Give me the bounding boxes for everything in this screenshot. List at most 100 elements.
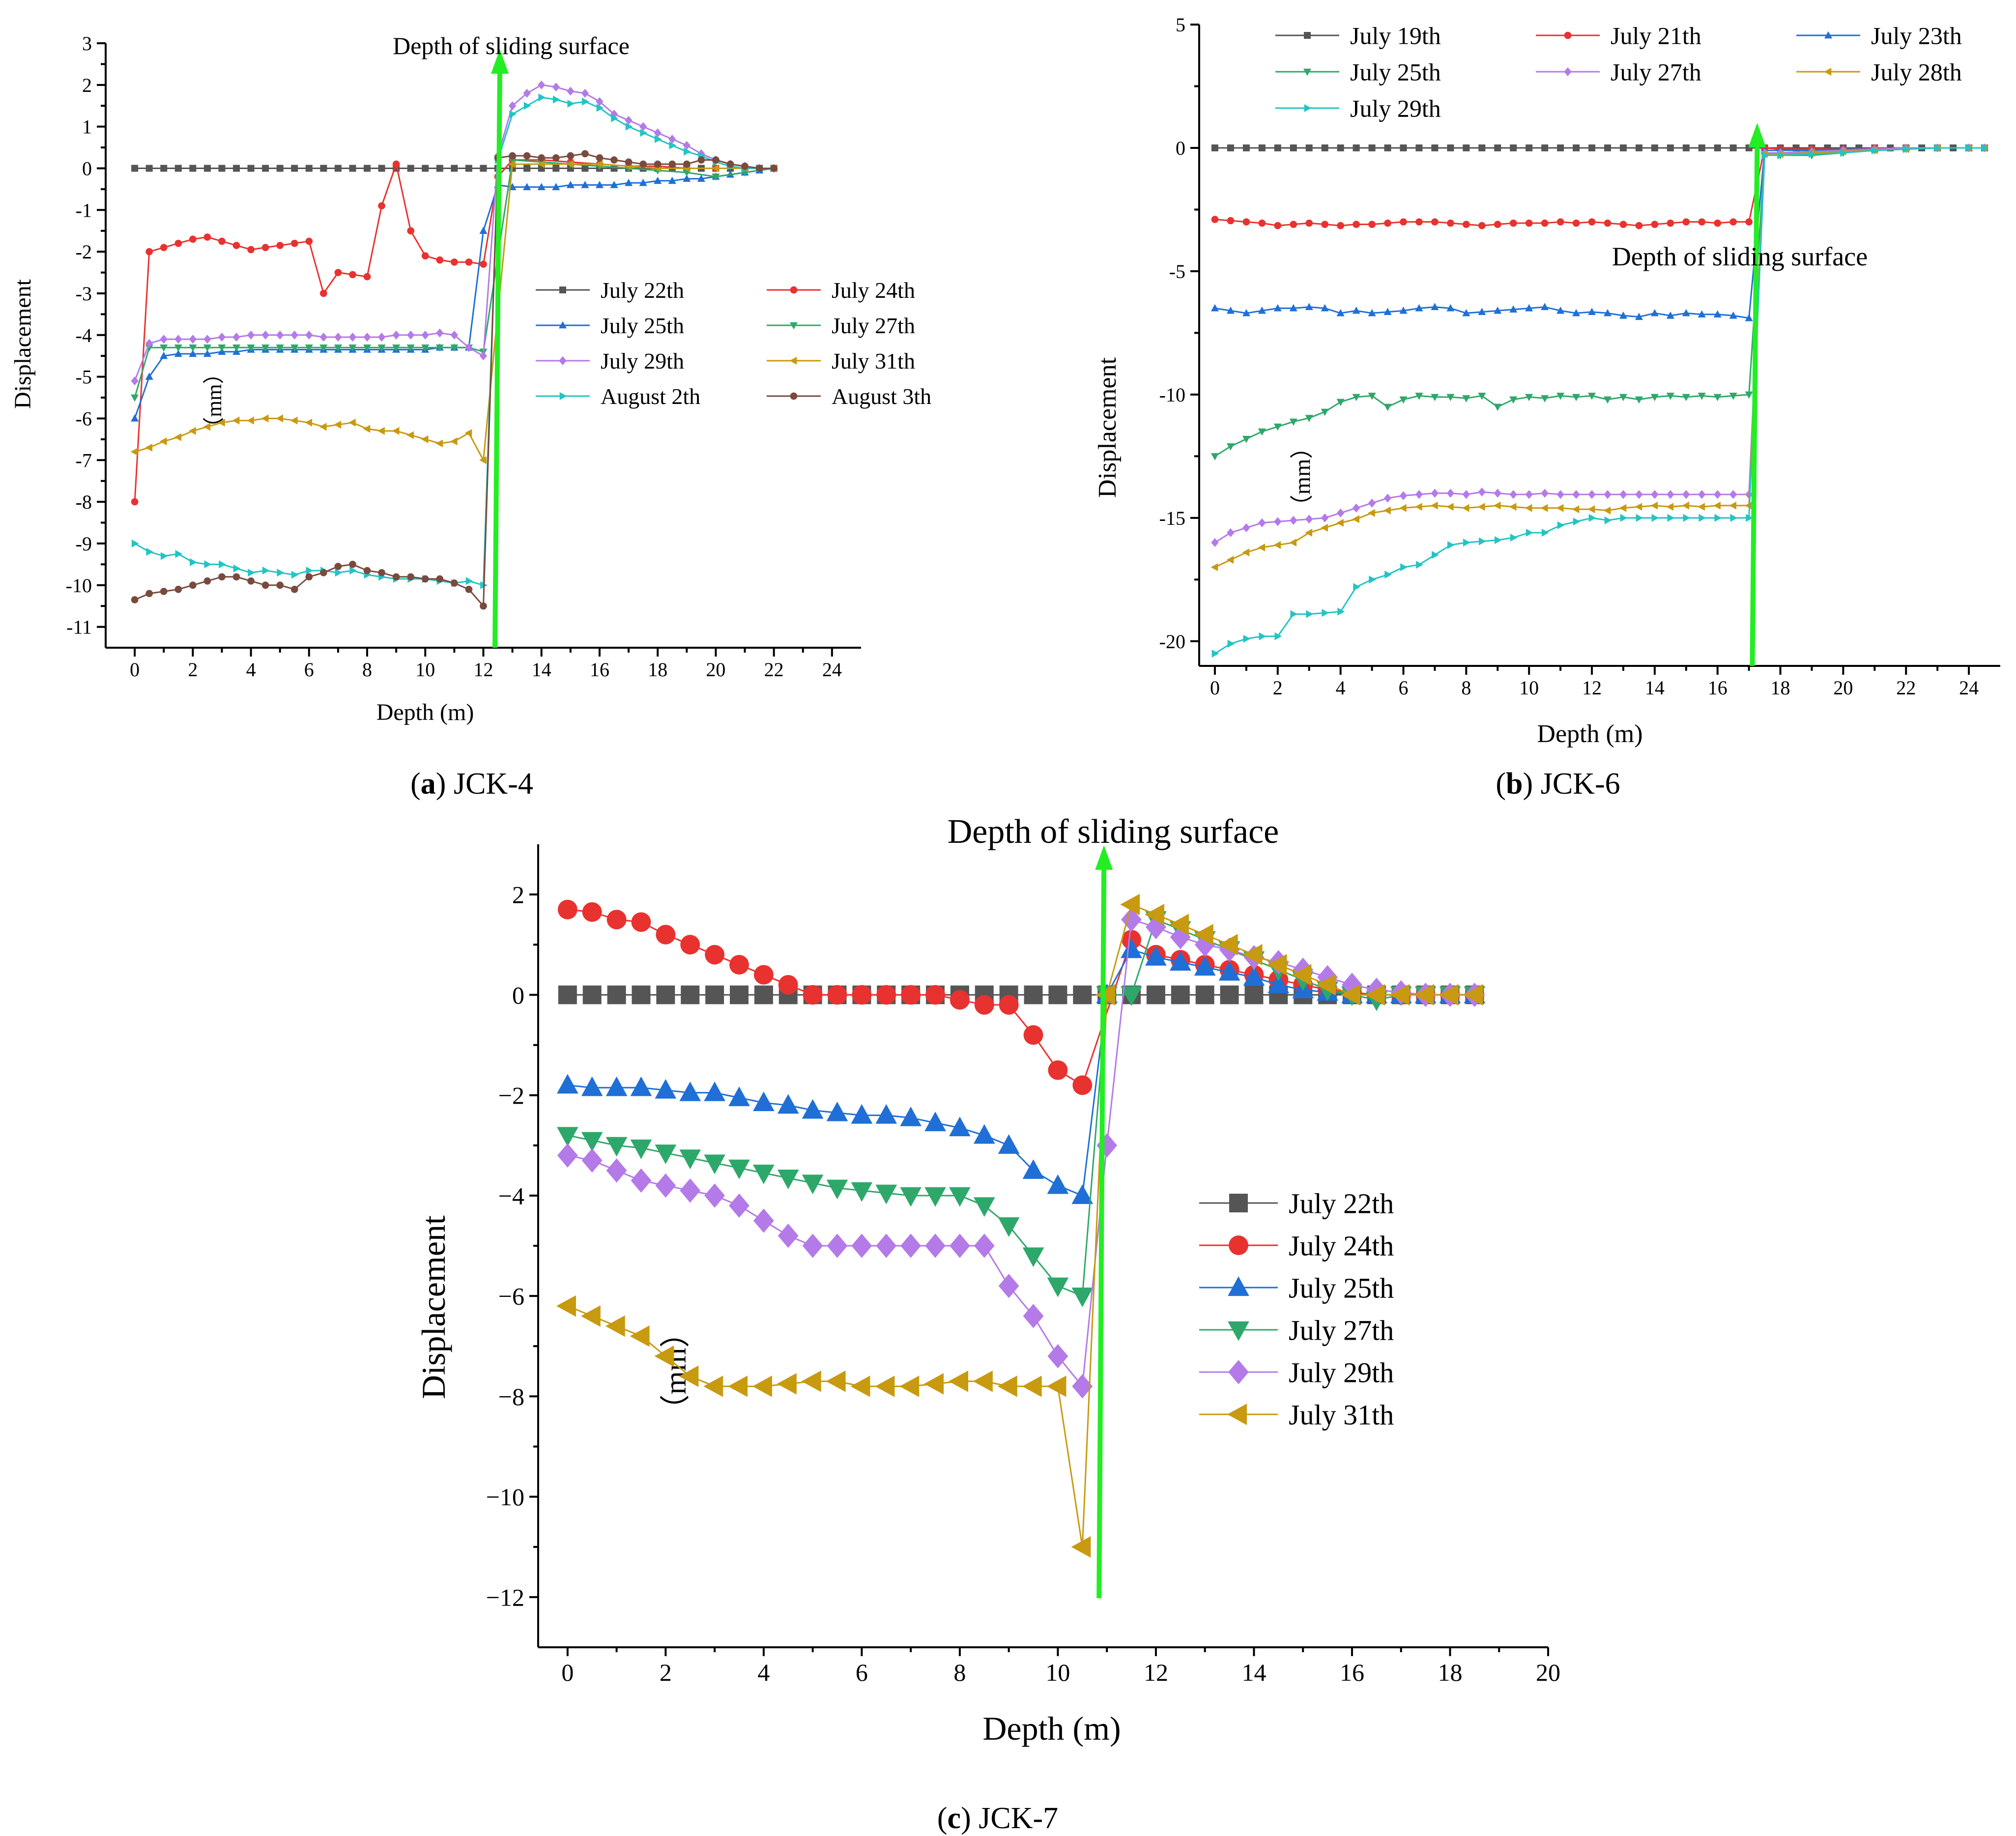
x-tick-label: 22: [764, 659, 784, 681]
data-point: [1509, 305, 1518, 313]
data-point: [1494, 403, 1502, 411]
data-point: [131, 596, 139, 603]
data-point: [1447, 144, 1454, 151]
data-point: [203, 233, 211, 241]
data-point: [1290, 221, 1297, 228]
data-point: [1274, 517, 1282, 526]
data-point: [851, 1182, 873, 1202]
data-point: [1352, 394, 1360, 402]
legend-marker: [1304, 32, 1311, 39]
data-point: [1071, 1536, 1091, 1558]
x-tick-label: 20: [1536, 1659, 1560, 1686]
data-point: [679, 1149, 701, 1170]
data-point: [1572, 505, 1580, 514]
x-tick-label: 6: [304, 659, 314, 681]
series-line: [1214, 147, 1985, 457]
data-point: [1273, 541, 1281, 549]
data-point: [1431, 501, 1438, 510]
data-point: [1352, 515, 1359, 523]
data-point: [1556, 393, 1565, 400]
data-point: [631, 912, 651, 932]
data-point: [1635, 490, 1643, 499]
legend-label: July 29th: [1350, 95, 1441, 122]
data-point: [552, 183, 560, 190]
data-point: [973, 1197, 995, 1217]
data-point: [1322, 609, 1329, 617]
data-point: [290, 330, 298, 340]
data-point: [1194, 956, 1216, 976]
data-point: [508, 160, 516, 169]
x-tick-label: 8: [362, 659, 372, 681]
x-tick-label: 2: [660, 1659, 672, 1686]
sliding-surface-label: Depth of sliding surface: [1612, 242, 1868, 271]
data-point: [291, 571, 299, 579]
legend-item: July 29th: [1199, 1356, 1394, 1388]
data-point: [1635, 503, 1642, 511]
data-point: [363, 567, 371, 574]
x-tick-label: 0: [1210, 677, 1220, 699]
legend-marker: [559, 392, 567, 401]
data-point: [639, 122, 647, 131]
data-point: [1587, 393, 1596, 400]
legend-marker: [1228, 1321, 1249, 1341]
data-point: [538, 80, 546, 89]
data-point: [826, 1370, 846, 1392]
legend-marker: [1304, 104, 1312, 113]
data-point: [1650, 394, 1659, 402]
data-point: [1384, 571, 1392, 579]
data-point: [997, 1376, 1017, 1397]
x-tick-label: 22: [1896, 677, 1916, 699]
data-point: [595, 160, 603, 169]
y-tick-label: 0: [512, 981, 524, 1009]
legend-label: July 31th: [832, 348, 915, 373]
data-point: [581, 1132, 603, 1152]
series-line: [134, 153, 774, 608]
data-point: [204, 560, 212, 569]
y-tick-label: −8: [498, 1383, 524, 1410]
data-point: [233, 165, 240, 172]
data-point: [1306, 610, 1314, 618]
data-point: [1399, 504, 1407, 512]
sliding-surface-arrow: [1750, 142, 1760, 666]
data-point: [1698, 144, 1705, 151]
data-point: [654, 176, 662, 184]
data-point: [1072, 1075, 1093, 1095]
data-point: [581, 181, 589, 188]
data-point: [277, 569, 285, 577]
data-point: [261, 581, 269, 589]
series-july-29th: [1211, 143, 1989, 658]
data-point: [1292, 964, 1312, 986]
data-point: [1121, 986, 1142, 1006]
data-point: [875, 1104, 897, 1124]
data-point: [1321, 523, 1328, 532]
data-point: [406, 344, 415, 352]
data-point: [1650, 309, 1659, 316]
data-point: [334, 563, 342, 570]
legend-item: July 25th: [1199, 1272, 1394, 1304]
data-point: [704, 1081, 725, 1101]
data-point: [566, 160, 574, 169]
data-point: [247, 165, 255, 172]
data-point: [605, 1315, 625, 1337]
data-point: [679, 1365, 699, 1387]
data-point: [219, 560, 226, 569]
data-point: [1431, 144, 1439, 151]
legend-item: July 25th: [536, 313, 684, 338]
data-point: [697, 156, 705, 164]
data-point: [552, 154, 560, 162]
data-point: [1713, 394, 1722, 402]
data-point: [1463, 144, 1470, 151]
data-point: [1635, 396, 1643, 404]
data-point: [1840, 148, 1847, 157]
data-point: [1321, 513, 1329, 522]
data-point: [1171, 985, 1190, 1004]
data-point: [1047, 1277, 1069, 1297]
x-tick-label: 14: [1645, 677, 1665, 699]
x-tick-label: 14: [1241, 1659, 1266, 1686]
data-point: [705, 985, 724, 1004]
data-point: [1195, 985, 1214, 1004]
data-point: [558, 985, 577, 1004]
series-july-23th: [1210, 143, 1989, 321]
data-point: [218, 237, 226, 245]
